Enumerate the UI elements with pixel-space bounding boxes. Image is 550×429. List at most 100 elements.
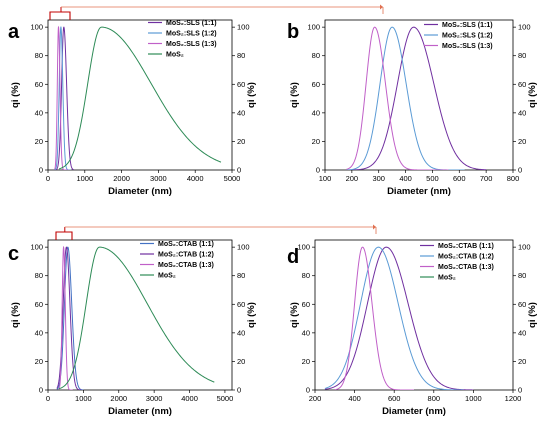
legend: MoS₂:SLS (1:1) MoS₂:SLS (1:2) MoS₂:SLS (1:… [148, 20, 217, 59]
plot-frame [314, 239, 514, 391]
y-tick-label-right: 80 [237, 51, 245, 60]
y-tick-label-left: 20 [35, 137, 43, 146]
y-tick-label-left: 100 [30, 243, 43, 252]
y-axis-label-right: qi (%) [246, 302, 257, 328]
y-tick-label-right: 0 [518, 166, 522, 175]
legend: MoS₂:CTAB (1:1) MoS₂:CTAB (1:2) MoS₂:CTAB … [420, 243, 494, 282]
y-tick-label-left: 60 [302, 300, 310, 309]
x-tick-label: 3000 [150, 174, 167, 183]
x-tick-label: 100 [319, 174, 332, 183]
legend-entry: MoS₂:SLS (1:2) [166, 31, 217, 38]
x-tick-label: 600 [453, 174, 466, 183]
x-axis-label: Diameter (nm) [108, 406, 172, 417]
panel-label: c [8, 243, 19, 265]
y-tick-label-right: 0 [237, 166, 241, 175]
y-tick-label-right: 20 [518, 357, 526, 366]
y-tick-label-left: 80 [302, 271, 310, 280]
x-tick-label: 1200 [505, 394, 522, 403]
legend-entry: MoS₂:CTAB (1:2) [158, 252, 214, 259]
legend-entry: MoS₂:SLS (1:2) [442, 33, 493, 40]
series-line-2 [324, 246, 464, 390]
y-tick-label-right: 20 [237, 137, 245, 146]
zoom-bracket [49, 11, 71, 20]
x-tick-label: 4000 [181, 394, 198, 403]
y-axis-label-left: qi (%) [289, 302, 300, 328]
y-axis-label-right: qi (%) [527, 302, 538, 328]
x-tick-label: 300 [372, 174, 385, 183]
plot-frame [47, 239, 233, 391]
x-tick-label: 400 [348, 394, 361, 403]
y-tick-label-right: 40 [237, 328, 245, 337]
y-tick-label-right: 80 [518, 51, 526, 60]
legend-entry: MoS₂ [166, 52, 184, 59]
y-tick-label-right: 20 [518, 137, 526, 146]
legend-entry: MoS₂:SLS (1:3) [166, 41, 217, 48]
y-tick-label-left: 20 [312, 137, 320, 146]
plot-frame [47, 19, 233, 171]
y-tick-label-left: 100 [30, 23, 43, 32]
x-tick-label: 500 [426, 174, 439, 183]
x-tick-label: 1000 [465, 394, 482, 403]
y-axis-label-left: qi (%) [10, 82, 21, 108]
zoom-arrow-head [373, 224, 376, 230]
zoom-indicator [55, 224, 377, 240]
y-tick-label-right: 80 [518, 271, 526, 280]
legend-entry: MoS₂ [438, 275, 456, 282]
series-line-4 [58, 246, 215, 390]
x-tick-label: 2000 [110, 394, 127, 403]
legend: MoS₂:SLS (1:1) MoS₂:SLS (1:2) MoS₂:SLS (1:… [424, 22, 493, 50]
y-axis-label-left: qi (%) [10, 302, 21, 328]
legend-entry: MoS₂ [158, 273, 176, 280]
x-tick-label: 3000 [146, 394, 163, 403]
y-tick-label-left: 100 [307, 23, 320, 32]
y-tick-label-left: 0 [316, 166, 320, 175]
y-tick-label-left: 40 [302, 328, 310, 337]
y-tick-label-left: 0 [39, 166, 43, 175]
y-tick-label-right: 80 [237, 271, 245, 280]
x-axis-label: Diameter (nm) [382, 406, 446, 417]
series-line-3 [334, 246, 414, 390]
x-tick-label: 1000 [75, 394, 92, 403]
series-line-3 [58, 245, 73, 390]
legend-entry: MoS₂:CTAB (1:1) [438, 243, 494, 250]
legend-entry: MoS₂:CTAB (1:1) [158, 241, 214, 248]
x-tick-label: 800 [507, 174, 520, 183]
x-tick-label: 5000 [217, 394, 234, 403]
y-tick-label-right: 60 [518, 80, 526, 89]
legend-entry: MoS₂:SLS (1:3) [442, 43, 493, 50]
y-tick-label-left: 100 [297, 243, 310, 252]
legend: MoS₂:CTAB (1:1) MoS₂:CTAB (1:2) MoS₂:CTAB … [140, 241, 214, 280]
series-line-3 [54, 25, 69, 170]
y-tick-label-left: 80 [35, 271, 43, 280]
y-tick-label-right: 60 [518, 300, 526, 309]
y-tick-label-left: 40 [35, 328, 43, 337]
zoom-indicator [49, 4, 384, 20]
x-tick-label: 2000 [113, 174, 130, 183]
y-tick-label-left: 60 [35, 300, 43, 309]
series-line-1 [324, 246, 474, 390]
y-tick-label-right: 60 [237, 300, 245, 309]
y-tick-label-right: 40 [518, 108, 526, 117]
x-tick-label: 1000 [76, 174, 93, 183]
panel-label: b [287, 21, 299, 43]
legend-entry: MoS₂:CTAB (1:3) [438, 264, 494, 271]
x-tick-label: 700 [480, 174, 493, 183]
y-tick-label-right: 100 [237, 243, 250, 252]
y-tick-label-left: 80 [312, 51, 320, 60]
x-tick-label: 800 [428, 394, 441, 403]
legend-entry: MoS₂:SLS (1:1) [166, 20, 217, 27]
x-tick-label: 200 [309, 394, 322, 403]
x-tick-label: 5000 [224, 174, 241, 183]
y-tick-label-right: 40 [237, 108, 245, 117]
series-line-1 [55, 26, 74, 170]
y-axis-label-right: qi (%) [527, 82, 538, 108]
x-tick-label: 400 [399, 174, 412, 183]
y-tick-label-left: 40 [312, 108, 320, 117]
y-tick-label-right: 20 [237, 357, 245, 366]
y-tick-label-right: 100 [518, 243, 531, 252]
legend-entry: MoS₂:SLS (1:1) [442, 22, 493, 29]
